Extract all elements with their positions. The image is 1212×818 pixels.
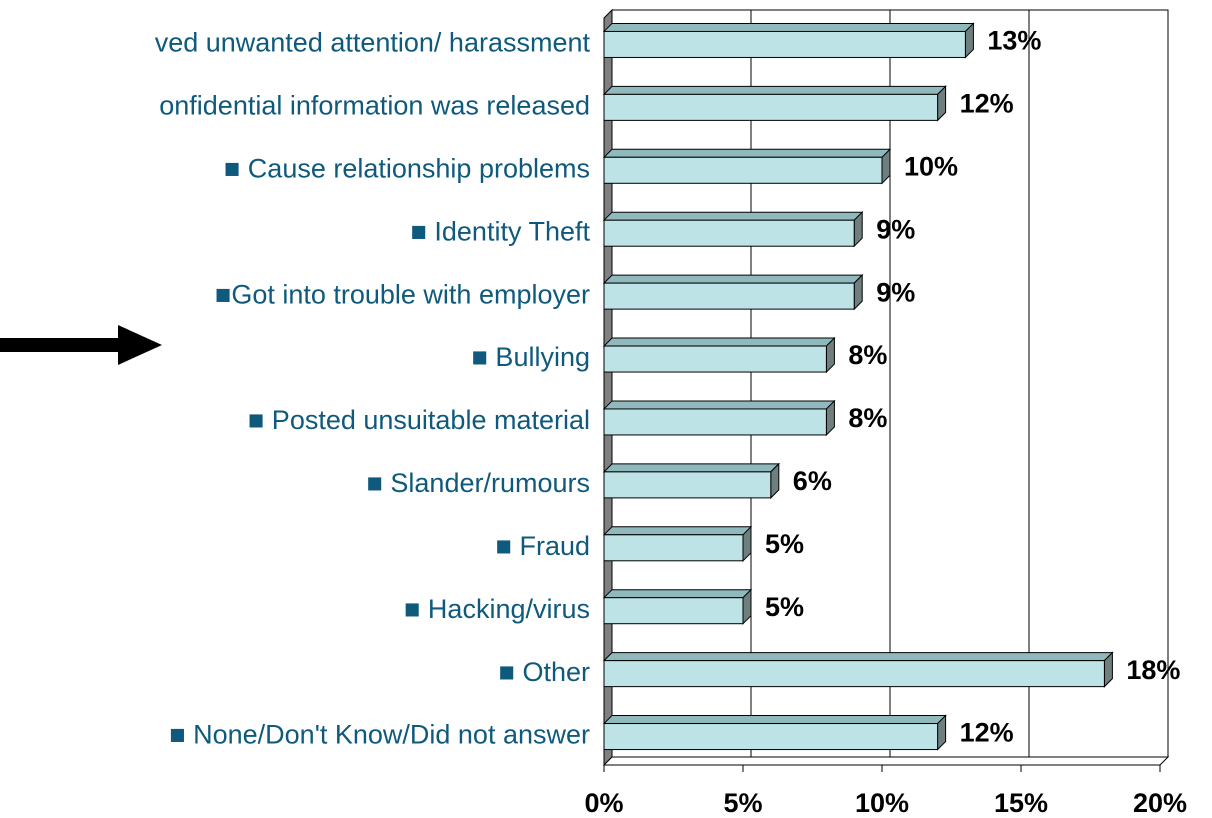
category-label: ■ Hacking/virus (404, 594, 590, 624)
bar (603, 282, 855, 310)
bar (603, 345, 827, 373)
bar-top (602, 148, 892, 158)
bar (603, 534, 744, 562)
bar-top (602, 274, 864, 284)
bar-top (602, 715, 947, 725)
value-label: 12% (960, 89, 1014, 119)
bar-top (602, 652, 1114, 662)
value-label: 9% (876, 277, 915, 307)
bar (603, 156, 883, 184)
value-label: 10% (904, 151, 958, 181)
bar-top (602, 463, 781, 473)
arrow (0, 325, 162, 365)
value-label: 13% (987, 26, 1041, 56)
bar-top (602, 337, 836, 347)
bar-top (602, 211, 864, 221)
bar-top (602, 85, 947, 95)
floor (602, 756, 1170, 766)
x-tick-label: 0% (584, 788, 623, 818)
category-label: ■ Slander/rumours (367, 468, 590, 498)
value-label: 8% (848, 340, 887, 370)
side-wall (603, 8, 613, 767)
category-label: ■ Bullying (472, 342, 590, 372)
x-tick-label: 20% (1133, 788, 1187, 818)
bar (603, 408, 827, 436)
arrow-head (118, 325, 162, 365)
value-label: 8% (848, 403, 887, 433)
bar (603, 471, 772, 499)
value-label: 18% (1126, 655, 1180, 685)
category-label: ■ Cause relationship problems (224, 153, 590, 183)
x-tick-label: 15% (994, 788, 1048, 818)
bar (603, 30, 966, 58)
category-label: ■ Posted unsuitable material (248, 405, 590, 435)
value-label: 6% (793, 466, 832, 496)
category-label: ■Got into trouble with employer (215, 279, 590, 309)
value-label: 12% (960, 718, 1014, 748)
value-label: 5% (765, 529, 804, 559)
bar-top (602, 526, 753, 536)
bar (603, 219, 855, 247)
value-label: 9% (876, 214, 915, 244)
value-label: 5% (765, 592, 804, 622)
category-label: ■ Fraud (496, 531, 590, 561)
category-label: ■ Other (499, 657, 590, 687)
x-tick-label: 10% (855, 788, 909, 818)
bar (603, 597, 744, 625)
category-label: ved unwanted attention/ harassment (155, 28, 591, 58)
category-label: ■ None/Don't Know/Did not answer (169, 720, 590, 750)
arrow-shaft (0, 338, 120, 352)
bar-top (602, 22, 975, 32)
category-label: onfidential information was released (159, 91, 590, 121)
bar-top (602, 400, 836, 410)
bar (603, 723, 939, 751)
bar-top (602, 589, 753, 599)
x-tick-label: 5% (723, 788, 762, 818)
category-label: ■ Identity Theft (411, 216, 591, 246)
bar (603, 93, 939, 121)
bar (603, 660, 1105, 688)
